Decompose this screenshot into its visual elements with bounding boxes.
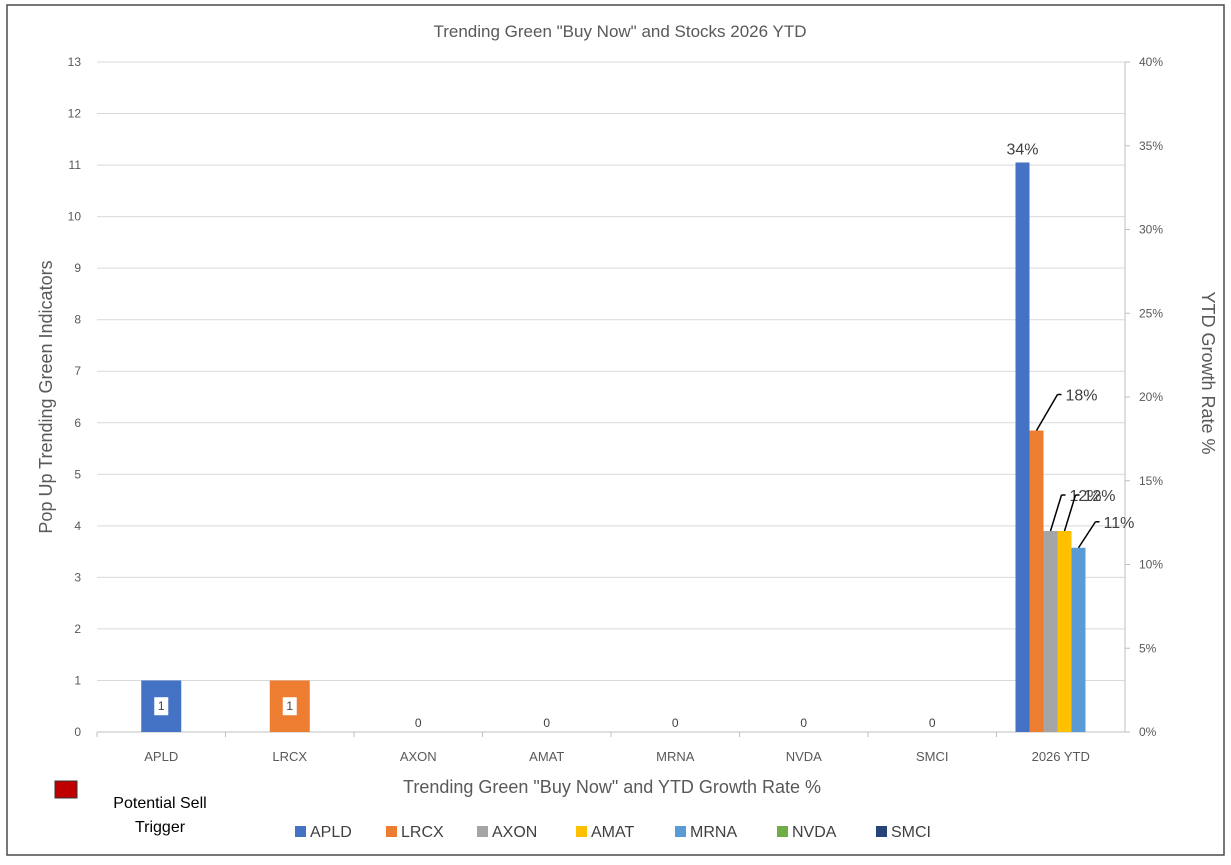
indicator-label: 0 bbox=[800, 716, 807, 730]
legend-label-amat: AMAT bbox=[591, 824, 634, 841]
gridlines bbox=[97, 61, 1126, 733]
y-tick-label: 9 bbox=[74, 261, 81, 275]
y-tick-label: 12 bbox=[68, 107, 82, 121]
ytd-label: 12% bbox=[1070, 488, 1102, 505]
legend-label-apld: APLD bbox=[310, 824, 352, 841]
y-tick-label: 8 bbox=[74, 313, 81, 327]
indicator-label: 1 bbox=[158, 699, 165, 713]
x-axis-label: Trending Green "Buy Now" and YTD Growth … bbox=[403, 777, 821, 797]
legend-swatch-apld bbox=[295, 826, 306, 837]
ytd-label: 12% bbox=[1084, 488, 1116, 505]
y-tick-label: 3 bbox=[74, 570, 81, 584]
x-axis-ticks: APLD LRCX AXON AMAT MRNA NVDA SMCI 2026 YTD bbox=[96, 732, 1090, 764]
y2-tick-label: 40% bbox=[1139, 55, 1163, 69]
x-tick-label: NVDA bbox=[786, 749, 822, 764]
y-tick-label: 11 bbox=[69, 158, 82, 172]
legend-label-smci: SMCI bbox=[891, 824, 931, 841]
indicator-label: 0 bbox=[929, 716, 936, 730]
sell-trigger-label-line2: Trigger bbox=[135, 819, 186, 836]
ytd-bar-apld bbox=[1015, 162, 1030, 732]
ytd-label: 11% bbox=[1104, 515, 1135, 532]
y2-axis-ticks: 0% 5% 10% 15% 20% 25% 30% 35% 40% bbox=[1125, 55, 1163, 739]
callout-line bbox=[1035, 394, 1059, 431]
x-tick-label: LRCX bbox=[272, 749, 307, 764]
y-tick-label: 1 bbox=[74, 673, 81, 687]
legend-swatch-amat bbox=[576, 826, 587, 837]
indicator-label-bg bbox=[282, 697, 297, 716]
x-tick-label: AMAT bbox=[529, 749, 564, 764]
y-tick-label: 0 bbox=[74, 725, 81, 739]
y2-tick-label: 25% bbox=[1139, 306, 1163, 320]
chart-title: Trending Green "Buy Now" and Stocks 2026… bbox=[433, 22, 806, 41]
ytd-bar-mrna bbox=[1071, 547, 1086, 732]
legend-label-axon: AXON bbox=[492, 824, 537, 841]
ytd-bar-lrcx bbox=[1029, 430, 1044, 732]
legend-swatch-mrna bbox=[675, 826, 686, 837]
indicator-label-bg bbox=[154, 697, 169, 716]
indicator-label: 0 bbox=[543, 716, 550, 730]
legend-label-nvda: NVDA bbox=[792, 824, 837, 841]
y2-tick-label: 10% bbox=[1139, 558, 1163, 572]
x-tick-label: 2026 YTD bbox=[1032, 749, 1090, 764]
indicator-label: 0 bbox=[672, 716, 679, 730]
y-tick-label: 13 bbox=[68, 55, 82, 69]
data-labels: 1 10 0 0 0 034%18%12%12%11% bbox=[154, 142, 1135, 730]
y-tick-label: 7 bbox=[74, 364, 81, 378]
legend: APLD LRCX AXON AMAT MRNA NVDA SMCI bbox=[295, 824, 931, 841]
y2-tick-label: 0% bbox=[1139, 725, 1157, 739]
legend-swatch-nvda bbox=[777, 826, 788, 837]
x-tick-label: APLD bbox=[144, 749, 178, 764]
indicator-label: 0 bbox=[415, 716, 422, 730]
y2-tick-label: 35% bbox=[1139, 139, 1163, 153]
y-tick-label: 5 bbox=[74, 467, 81, 481]
ytd-bar-axon bbox=[1043, 531, 1058, 732]
callout-line bbox=[1049, 494, 1063, 532]
x-tick-label: MRNA bbox=[656, 749, 695, 764]
bars bbox=[141, 162, 1086, 732]
legend-label-lrcx: LRCX bbox=[401, 824, 444, 841]
legend-swatch-lrcx bbox=[386, 826, 397, 837]
y-tick-label: 4 bbox=[74, 519, 81, 533]
y2-tick-label: 30% bbox=[1139, 223, 1163, 237]
callout-line bbox=[1077, 521, 1097, 549]
x-tick-label: SMCI bbox=[916, 749, 949, 764]
indicator-label: 1 bbox=[286, 699, 293, 713]
ytd-bar-amat bbox=[1057, 531, 1072, 732]
ytd-label: 34% bbox=[1006, 142, 1038, 159]
legend-swatch-axon bbox=[477, 826, 488, 837]
y-tick-label: 2 bbox=[74, 622, 81, 636]
y2-tick-label: 20% bbox=[1139, 390, 1163, 404]
x-tick-label: AXON bbox=[400, 749, 437, 764]
legend-swatch-smci bbox=[876, 826, 887, 837]
ytd-label: 18% bbox=[1066, 388, 1098, 405]
y2-axis-label: YTD Growth Rate % bbox=[1198, 291, 1218, 454]
y2-tick-label: 5% bbox=[1139, 641, 1157, 655]
callout-line bbox=[1063, 494, 1077, 532]
y-tick-label: 10 bbox=[68, 210, 82, 224]
y-tick-label: 6 bbox=[74, 416, 81, 430]
sell-trigger-label-line1: Potential Sell bbox=[113, 795, 206, 812]
y2-tick-label: 15% bbox=[1139, 474, 1163, 488]
y-axis-label: Pop Up Trending Green Indicators bbox=[36, 260, 56, 533]
sell-trigger-key: Potential Sell Trigger bbox=[54, 780, 207, 836]
sell-trigger-swatch bbox=[54, 780, 78, 799]
legend-label-mrna: MRNA bbox=[690, 824, 737, 841]
